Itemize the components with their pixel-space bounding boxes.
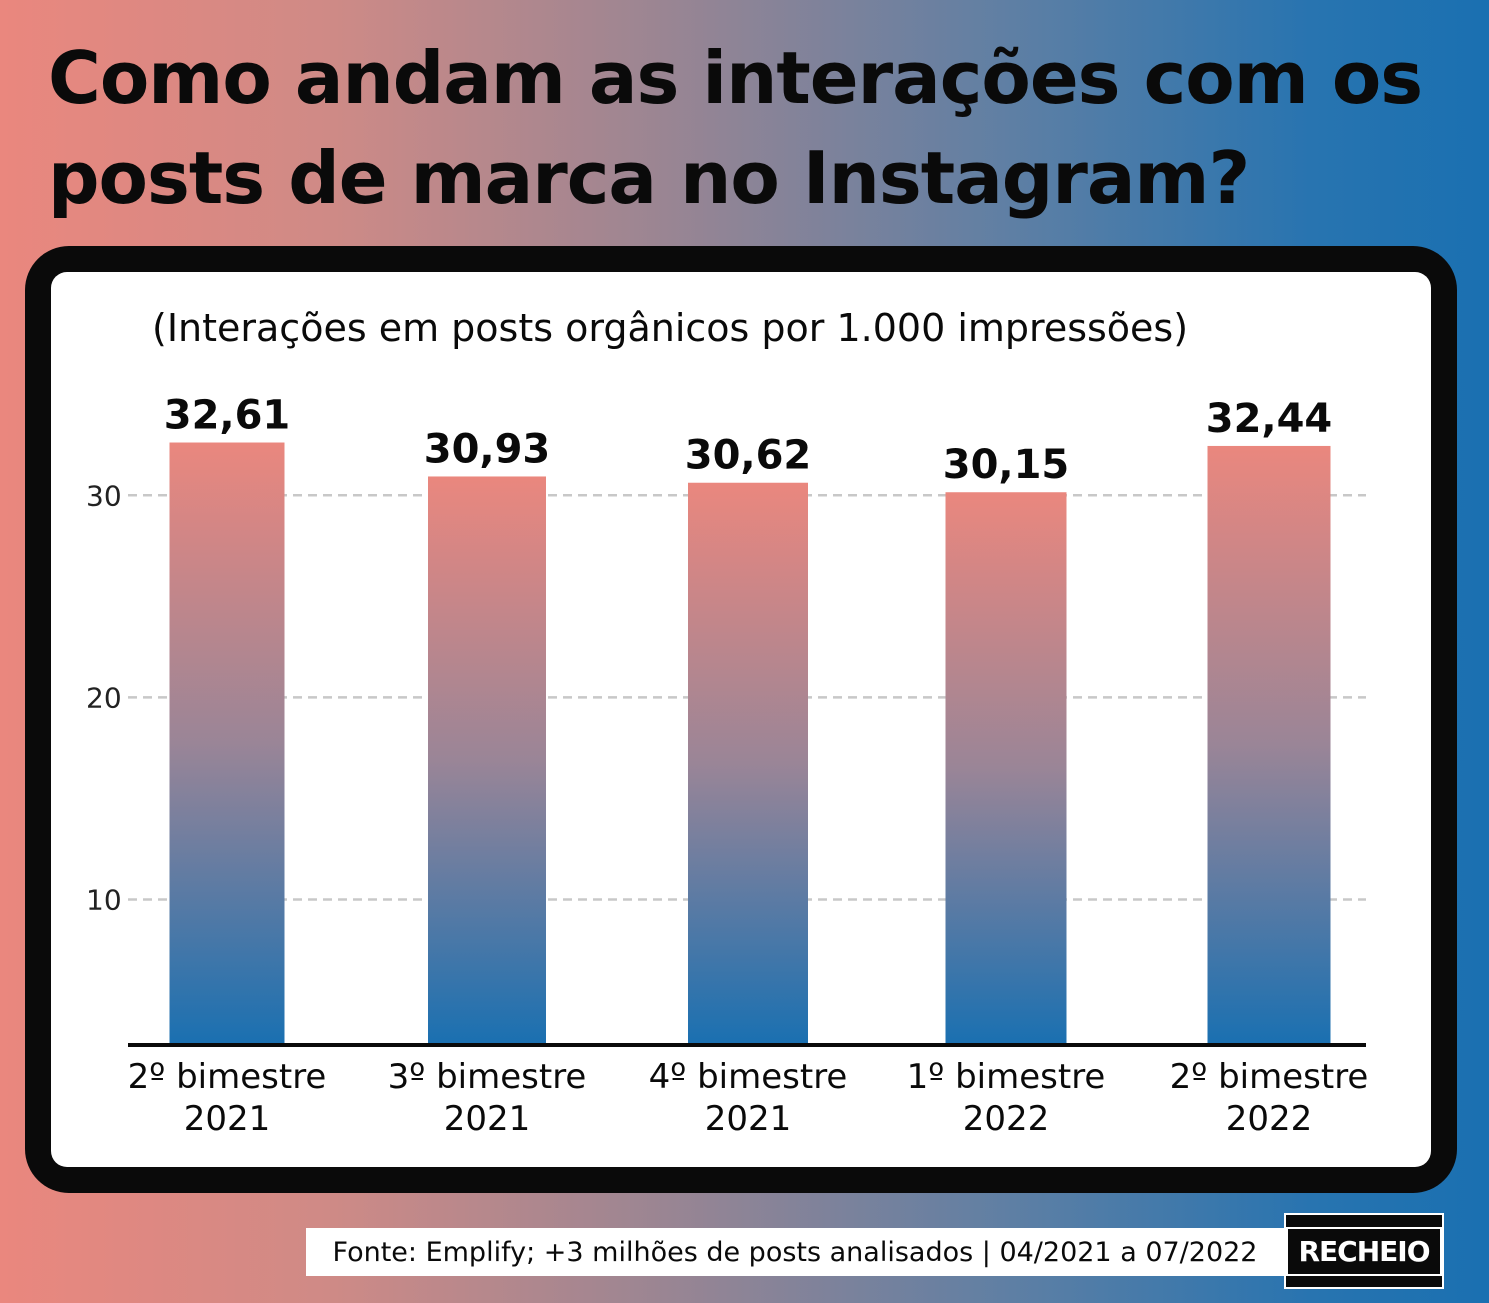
source-note: Fonte: Emplify; +3 milhões de posts anal… [306,1228,1284,1276]
chart-subtitle: (Interações em posts orgânicos por 1.000… [152,306,1189,350]
x-label-year-4: 2022 [963,1099,1050,1139]
source-text: Fonte: Emplify; +3 milhões de posts anal… [332,1236,1258,1268]
chart-title: Como andam as interações com os posts de… [48,36,1423,220]
value-label-4: 30,15 [943,442,1070,488]
bar-2 [428,476,546,1044]
x-label-period-1: 2º bimestre [128,1057,327,1097]
bar-4 [945,492,1067,1044]
y-tick-label: 20 [86,681,122,714]
x-label-period-3: 4º bimestre [649,1057,848,1097]
y-tick-label: 30 [86,479,122,512]
x-label-year-2: 2021 [444,1099,531,1139]
x-label-period-4: 1º bimestre [907,1057,1106,1097]
logo-text: RECHEIO [1298,1234,1430,1268]
y-tick-label: 10 [86,883,122,916]
x-label-year-3: 2021 [705,1099,792,1139]
recheio-logo: RECHEIO [1284,1213,1444,1289]
x-label-period-5: 2º bimestre [1170,1057,1369,1097]
bar-3 [688,482,808,1044]
bar-5 [1207,445,1331,1044]
value-label-2: 30,93 [424,426,551,472]
x-label-period-2: 3º bimestre [388,1057,587,1097]
value-label-3: 30,62 [685,433,812,479]
x-label-year-1: 2021 [184,1099,271,1139]
x-label-year-5: 2022 [1226,1099,1313,1139]
bar-1 [169,442,285,1044]
value-label-5: 32,44 [1206,396,1333,442]
logo-inner-box: RECHEIO [1286,1226,1442,1276]
value-label-1: 32,61 [164,393,291,439]
